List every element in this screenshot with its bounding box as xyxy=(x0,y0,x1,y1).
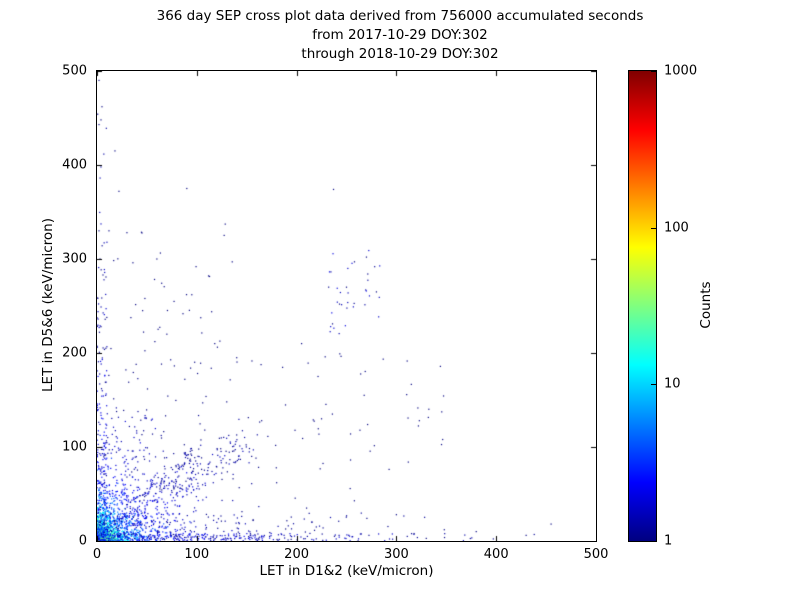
colorbar-tick-mark xyxy=(651,228,656,229)
colorbar-label: Counts xyxy=(698,281,714,329)
x-tick-label: 500 xyxy=(583,547,609,562)
colorbar-tick-label: 1 xyxy=(664,533,673,549)
y-tick-label: 200 xyxy=(62,345,87,361)
colorbar-tick-label: 100 xyxy=(664,220,689,236)
x-axis-label: LET in D1&2 (keV/micron) xyxy=(259,563,434,579)
colorbar-tick-mark xyxy=(651,384,656,385)
colorbar-tick-label: 1000 xyxy=(664,63,698,79)
chart-title-line-1: 366 day SEP cross plot data derived from… xyxy=(156,8,644,24)
y-tick-label: 300 xyxy=(62,251,87,267)
y-axis-label: LET in D5&6 (keV/micron) xyxy=(40,218,56,392)
y-tick-label: 500 xyxy=(62,63,87,79)
y-tick-label: 100 xyxy=(62,439,87,455)
x-tick-label: 0 xyxy=(92,547,102,562)
x-tick-label: 400 xyxy=(483,547,509,562)
y-tick-label: 400 xyxy=(62,157,87,173)
scatter-canvas xyxy=(97,71,596,541)
colorbar xyxy=(628,70,657,542)
chart-title-line-3: through 2018-10-29 DOY:302 xyxy=(301,46,499,62)
y-tick-label: 0 xyxy=(78,533,87,549)
x-tick-label: 100 xyxy=(184,547,210,562)
colorbar-tick-mark xyxy=(651,71,656,72)
colorbar-tick-mark xyxy=(651,541,656,542)
chart-title-line-2: from 2017-10-29 DOY:302 xyxy=(312,27,488,43)
x-tick-label: 200 xyxy=(284,547,310,562)
chart-title: 366 day SEP cross plot data derived from… xyxy=(0,7,800,64)
x-tick-label: 300 xyxy=(383,547,409,562)
plot-area xyxy=(96,70,597,542)
colorbar-tick-label: 10 xyxy=(664,376,681,392)
